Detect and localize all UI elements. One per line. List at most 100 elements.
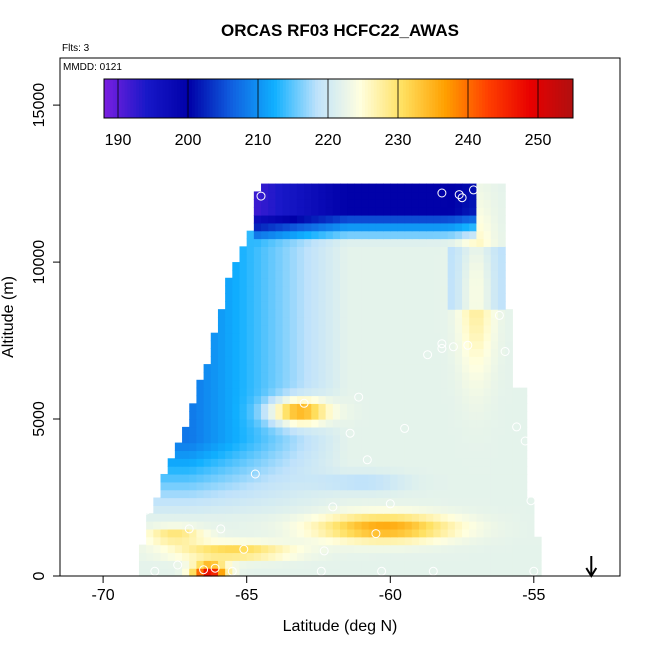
heat-cell (261, 199, 269, 208)
heat-cell (418, 395, 427, 404)
heat-cell (311, 183, 320, 193)
heat-cell (375, 395, 384, 404)
heat-cell (368, 403, 377, 412)
heat-cell (505, 419, 513, 428)
heat-cell (304, 481, 312, 491)
heat-cell (268, 528, 276, 538)
heat-cell (361, 379, 370, 389)
heat-cell (433, 395, 442, 404)
heat-cell (296, 262, 305, 271)
heat-cell (505, 309, 513, 318)
heat-cell (325, 419, 334, 428)
heat-cell (325, 301, 334, 310)
heat-cell (526, 560, 535, 569)
heat-cell (296, 426, 305, 436)
heat-cell (383, 513, 391, 522)
heat-cell (347, 254, 355, 263)
heat-cell (332, 387, 341, 397)
sample-point (423, 350, 433, 360)
heat-cell (340, 536, 348, 546)
heat-cell (490, 356, 499, 365)
heat-cell (418, 552, 427, 561)
heat-cell (476, 379, 485, 389)
heat-cell (469, 222, 478, 232)
heat-cell (462, 285, 470, 295)
heat-cell (476, 317, 485, 326)
heat-cell (383, 411, 391, 420)
heat-cell (462, 183, 470, 193)
heat-cell (325, 309, 334, 318)
heat-cell (325, 489, 334, 499)
heat-cell (318, 560, 327, 569)
heat-cell (505, 458, 513, 467)
heat-cell (411, 199, 420, 208)
heat-cell (368, 489, 377, 499)
heat-cell (296, 371, 305, 381)
heat-cell (311, 544, 320, 554)
heat-cell (225, 348, 233, 357)
sample-point (500, 347, 510, 356)
heat-cell (239, 521, 248, 530)
heat-cell (404, 230, 413, 240)
colorbar-swatch (549, 79, 553, 118)
heat-cell (390, 426, 399, 436)
heat-cell (433, 301, 442, 310)
heat-cell (160, 568, 169, 577)
heat-cell (289, 403, 298, 412)
heat-cell (505, 497, 513, 506)
heat-cell (433, 309, 442, 318)
heat-cell (397, 395, 406, 404)
heat-cell (253, 473, 262, 483)
heat-cell (497, 301, 506, 310)
heat-cell (497, 521, 506, 530)
heat-cell (505, 324, 513, 334)
heat-cell (361, 473, 370, 483)
heat-cell (418, 340, 427, 349)
heat-cell (519, 544, 528, 554)
heat-cell (325, 521, 334, 530)
heat-cell (354, 207, 363, 216)
heat-cell (368, 521, 377, 530)
heat-cell (368, 450, 377, 459)
heat-cell (332, 238, 341, 247)
heat-cell (217, 309, 226, 318)
heat-cell (483, 207, 492, 216)
heat-cell (296, 254, 305, 263)
heat-cell (289, 309, 298, 318)
heat-cell (404, 458, 413, 467)
heat-cell (232, 489, 241, 499)
heat-cell (311, 214, 320, 224)
heat-cell (397, 348, 406, 357)
heat-cell (174, 513, 183, 522)
heat-cell (361, 238, 370, 247)
heat-cell (275, 458, 284, 467)
heat-cell (354, 262, 363, 271)
colorbar-swatch (508, 79, 512, 118)
heat-cell (253, 317, 262, 326)
heat-cell (347, 364, 355, 373)
heat-cell (217, 356, 226, 365)
heat-cell (268, 426, 276, 436)
colorbar-swatch (467, 79, 471, 118)
sample-point (216, 524, 226, 534)
heat-cell (354, 356, 363, 365)
heat-cell (354, 419, 363, 428)
heat-cell (469, 387, 478, 397)
heat-cell (332, 332, 341, 342)
heat-cell (426, 473, 434, 483)
heat-cell (289, 371, 298, 381)
heat-cell (325, 356, 334, 365)
heat-cell (325, 277, 334, 287)
colorbar-swatch (329, 79, 334, 118)
heat-cell (203, 513, 212, 522)
x-tick-label: -55 (522, 587, 545, 604)
heat-layer (138, 183, 542, 577)
heat-cell (490, 568, 499, 577)
heat-cell (332, 379, 341, 389)
heat-cell (232, 285, 241, 295)
colorbar-swatch (227, 79, 231, 118)
heat-cell (275, 277, 284, 287)
heat-cell (246, 254, 255, 263)
heat-cell (368, 293, 377, 302)
heat-cell (447, 199, 456, 208)
